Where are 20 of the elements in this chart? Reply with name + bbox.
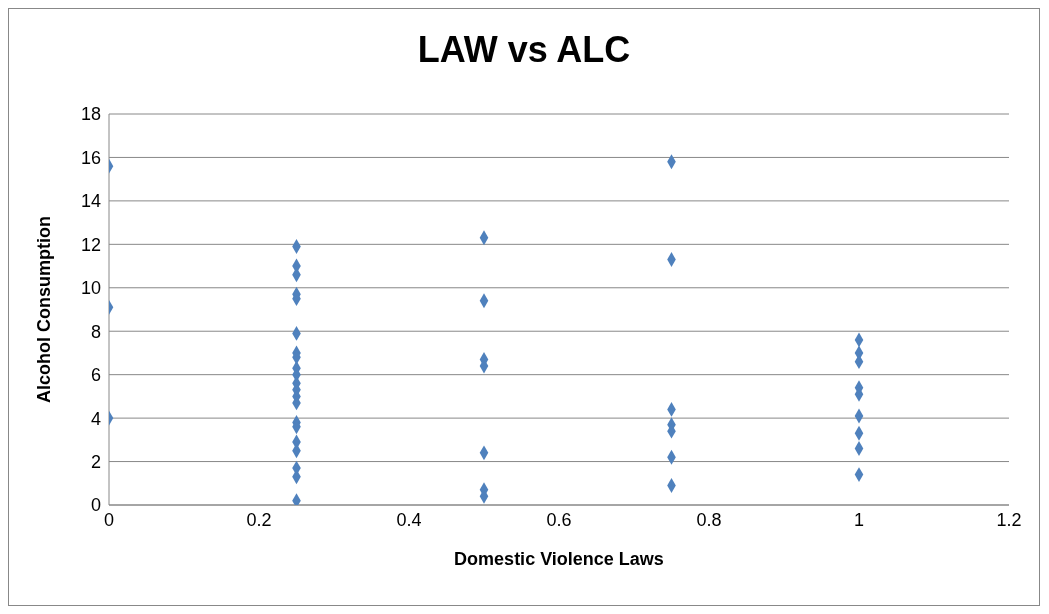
y-tick-label: 4	[90, 408, 101, 429]
y-tick-label: 16	[80, 147, 101, 168]
x-axis-title: Domestic Violence Laws	[454, 549, 664, 569]
x-tick-label: 0.2	[246, 509, 272, 530]
x-tick-label: 1.2	[996, 509, 1022, 530]
x-tick-label: 0.6	[546, 509, 572, 530]
chart-title: LAW vs ALC	[416, 29, 632, 71]
y-tick-label: 8	[90, 321, 101, 342]
y-axis-title: Alcohol Consumption	[34, 216, 55, 403]
x-tick-label: 0.4	[396, 509, 422, 530]
y-tick-label: 12	[80, 234, 101, 255]
x-tick-label: 1	[853, 509, 865, 530]
y-tick-label: 2	[90, 451, 101, 472]
y-tick-label: 14	[80, 191, 101, 212]
y-tick-label: 6	[90, 365, 101, 386]
y-tick-label: 0	[90, 495, 101, 516]
x-tick-label: 0.8	[696, 509, 722, 530]
y-tick-label: 18	[80, 104, 101, 125]
y-tick-label: 10	[80, 278, 101, 299]
x-tick-label: 0	[103, 509, 115, 530]
